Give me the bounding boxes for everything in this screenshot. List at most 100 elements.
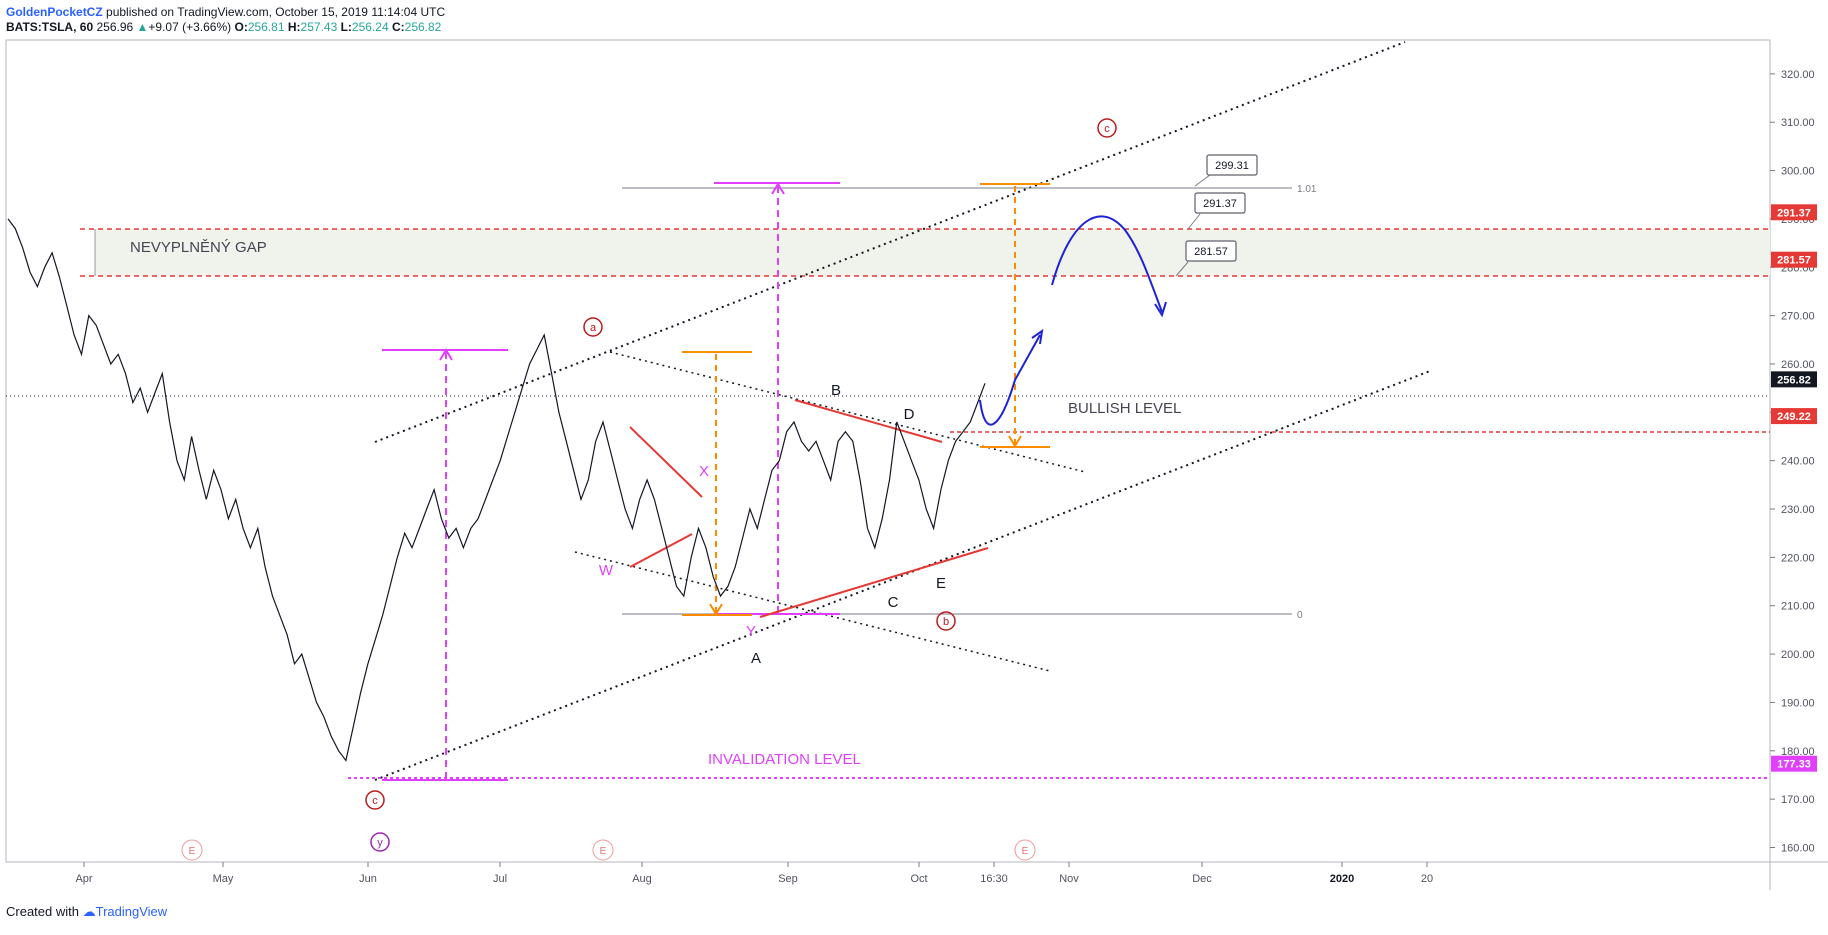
svg-text:281.57: 281.57 bbox=[1194, 246, 1228, 258]
price-tag-bg bbox=[1771, 251, 1817, 268]
time-tick-label: Jul bbox=[493, 873, 507, 885]
channel-lower-line bbox=[374, 370, 1431, 781]
price-tag-bg bbox=[1771, 371, 1817, 388]
price-axis[interactable]: 160.00 170.00 180.00 190.00 200.00 210.00 220.… bbox=[1770, 69, 1815, 855]
price-tag-label: 291.37 bbox=[1777, 207, 1811, 219]
plot-frame bbox=[5, 39, 1771, 863]
wave-Y-label: Y bbox=[746, 623, 756, 640]
callout-299[interactable]: 299.31 bbox=[1194, 154, 1258, 187]
wave-A-label: A bbox=[751, 650, 761, 667]
tradingview-logo-icon: ☁ bbox=[82, 904, 96, 919]
time-tick-label: 20 bbox=[1421, 873, 1433, 885]
om1-arrow-icon bbox=[709, 603, 723, 616]
mm2-arrow-icon bbox=[771, 182, 785, 195]
low-value: 256.24 bbox=[351, 20, 389, 34]
triangle-upper-red bbox=[794, 399, 943, 443]
time-tick-label: Oct bbox=[910, 873, 927, 885]
time-tick-label: Jun bbox=[359, 873, 377, 885]
svg-text:b: b bbox=[943, 616, 949, 628]
price-tag-label: 281.57 bbox=[1777, 255, 1811, 267]
high-value: 257.43 bbox=[300, 20, 338, 34]
price-tick-label: 180.00 bbox=[1781, 746, 1815, 758]
time-tick-label: 2020 bbox=[1330, 873, 1354, 885]
wave-X-label: X bbox=[699, 463, 709, 480]
svg-text:y: y bbox=[377, 837, 383, 849]
projection-arrow-2-icon bbox=[1154, 301, 1167, 318]
earnings-marker-2[interactable]: E bbox=[592, 839, 614, 861]
wave-C-label: C bbox=[888, 594, 899, 611]
wave-a-marker: a bbox=[583, 317, 603, 337]
price-tick-label: 220.00 bbox=[1781, 552, 1815, 564]
price-tick-label: 230.00 bbox=[1781, 504, 1815, 516]
om2-arrow-icon bbox=[1008, 435, 1022, 448]
time-tick-label: 16:30 bbox=[980, 873, 1008, 885]
open-value: 256.81 bbox=[247, 20, 285, 34]
price-tag-label: 177.33 bbox=[1777, 759, 1811, 771]
price-tick-label: 160.00 bbox=[1781, 842, 1815, 854]
price-tick-label: 200.00 bbox=[1781, 649, 1815, 661]
fib-top-label: 1.01 bbox=[1297, 184, 1317, 195]
time-tick-label: Sep bbox=[778, 873, 798, 885]
tradingview-link[interactable]: TradingView bbox=[95, 904, 168, 919]
earnings-marker-1[interactable]: E bbox=[181, 839, 203, 861]
fib-bottom-label: 0 bbox=[1297, 610, 1303, 621]
wxy-lower-red bbox=[629, 533, 693, 568]
time-axis[interactable]: Apr May Jun Jul Aug Sep Oct 16:30 Nov Dec 2020 20 bbox=[75, 862, 1433, 885]
price-tick-label: 300.00 bbox=[1781, 166, 1815, 178]
footer: Created with ☁TradingView bbox=[6, 904, 167, 920]
wxy-upper-red bbox=[629, 426, 703, 498]
created-with-text: Created with bbox=[6, 904, 79, 919]
time-tick-label: May bbox=[213, 873, 234, 885]
open-label: O: bbox=[234, 20, 248, 34]
close-value: 256.82 bbox=[404, 20, 442, 34]
triangle-lower-red bbox=[759, 547, 989, 618]
svg-text:E: E bbox=[600, 846, 607, 857]
svg-text:a: a bbox=[590, 322, 597, 334]
callout-291[interactable]: 291.37 bbox=[1187, 192, 1246, 230]
chart-header: GoldenPocketCZ published on TradingView.… bbox=[6, 5, 445, 35]
gap-label: NEVYPLNĚNÝ GAP bbox=[130, 239, 267, 256]
price-tag-label: 249.22 bbox=[1777, 411, 1811, 423]
gap-zone bbox=[95, 229, 1770, 276]
high-label: H: bbox=[287, 20, 301, 34]
time-tick-label: Dec bbox=[1192, 873, 1212, 885]
triangle-upper-dotted bbox=[609, 351, 1086, 473]
symbol-label: BATS:TSLA, 60 bbox=[6, 20, 94, 34]
author-link[interactable]: GoldenPocketCZ bbox=[6, 5, 103, 19]
price-change: +9.07 (+3.66%) bbox=[148, 20, 232, 34]
price-tick-label: 210.00 bbox=[1781, 601, 1815, 613]
wave-D-label: D bbox=[904, 406, 915, 423]
wave-y-marker: y bbox=[370, 832, 390, 852]
published-text: published on TradingView.com, October 15… bbox=[106, 5, 446, 19]
svg-text:E: E bbox=[1022, 846, 1029, 857]
projection-arrow-1-icon bbox=[1031, 328, 1044, 345]
mm1-arrow-icon bbox=[439, 348, 453, 361]
price-tick-label: 240.00 bbox=[1781, 456, 1815, 468]
svg-text:291.37: 291.37 bbox=[1203, 198, 1237, 210]
up-arrow-icon: ▲ bbox=[136, 20, 149, 34]
earnings-marker-3[interactable]: E bbox=[1014, 839, 1036, 861]
price-tag-bg bbox=[1771, 755, 1817, 772]
svg-text:c: c bbox=[372, 795, 378, 807]
last-price: 256.96 bbox=[96, 20, 134, 34]
price-tick-label: 320.00 bbox=[1781, 69, 1815, 81]
price-tick-label: 260.00 bbox=[1781, 359, 1815, 371]
price-tag-label: 256.82 bbox=[1777, 374, 1811, 386]
price-tags: 291.37 281.57 256.82 249.22 177.33 bbox=[1771, 204, 1817, 772]
price-tag-bg bbox=[1771, 408, 1817, 425]
wave-c-top-marker: c bbox=[1097, 118, 1117, 138]
price-series-line bbox=[7, 218, 986, 762]
time-tick-label: Nov bbox=[1059, 873, 1079, 885]
svg-text:c: c bbox=[1104, 123, 1110, 135]
wave-B-label: B bbox=[831, 382, 841, 399]
ohlc-line: BATS:TSLA, 60 256.96 ▲+9.07 (+3.66%) O:2… bbox=[6, 20, 445, 35]
callout-281[interactable]: 281.57 bbox=[1175, 240, 1237, 277]
svg-text:E: E bbox=[189, 846, 196, 857]
price-tick-label: 170.00 bbox=[1781, 794, 1815, 806]
publish-line: GoldenPocketCZ published on TradingView.… bbox=[6, 5, 445, 20]
wave-b-marker: b bbox=[936, 611, 956, 631]
wave-E-label: E bbox=[936, 575, 946, 592]
projection-path-1 bbox=[979, 334, 1041, 426]
